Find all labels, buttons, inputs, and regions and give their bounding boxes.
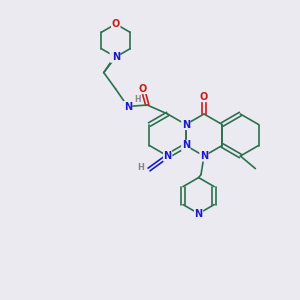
Text: N: N bbox=[110, 52, 118, 62]
Text: N: N bbox=[182, 140, 190, 151]
Text: O: O bbox=[200, 92, 208, 102]
Text: N: N bbox=[194, 208, 203, 219]
Text: N: N bbox=[124, 101, 132, 112]
Text: O: O bbox=[139, 83, 147, 94]
Text: N: N bbox=[200, 151, 208, 161]
Text: N: N bbox=[112, 52, 120, 62]
Text: H: H bbox=[137, 163, 144, 172]
Text: H: H bbox=[134, 94, 141, 103]
Text: N: N bbox=[164, 151, 172, 161]
Text: O: O bbox=[112, 19, 120, 29]
Text: N: N bbox=[182, 119, 190, 130]
